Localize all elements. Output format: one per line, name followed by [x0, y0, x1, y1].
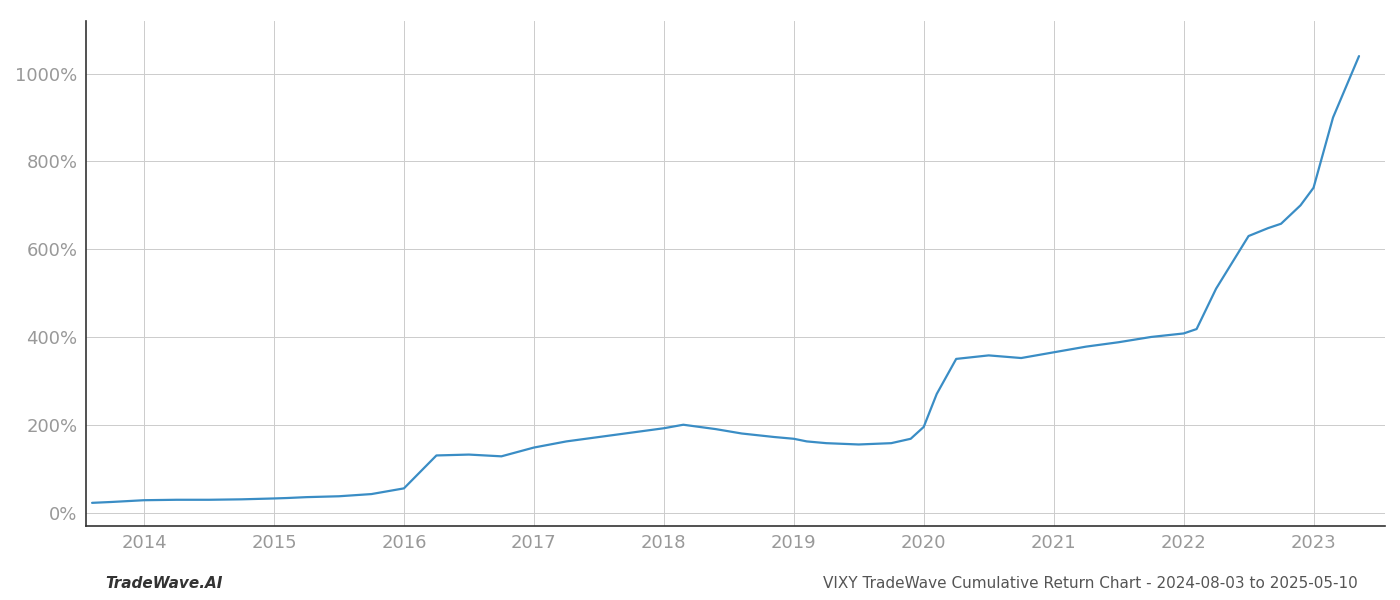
Text: TradeWave.AI: TradeWave.AI: [105, 576, 223, 591]
Text: VIXY TradeWave Cumulative Return Chart - 2024-08-03 to 2025-05-10: VIXY TradeWave Cumulative Return Chart -…: [823, 576, 1358, 591]
